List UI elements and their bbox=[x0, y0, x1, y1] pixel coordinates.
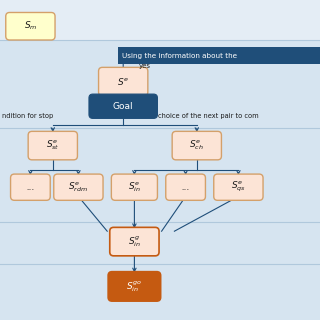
Text: $S^e$: $S^e$ bbox=[117, 76, 129, 87]
Text: ndition for stop: ndition for stop bbox=[2, 113, 53, 119]
Text: choice of the next pair to com: choice of the next pair to com bbox=[158, 113, 259, 119]
Text: $S^e_{ch}$: $S^e_{ch}$ bbox=[189, 139, 204, 152]
Text: ...: ... bbox=[26, 183, 35, 192]
Text: $S^e_{qs}$: $S^e_{qs}$ bbox=[231, 180, 246, 194]
FancyBboxPatch shape bbox=[172, 131, 221, 160]
FancyBboxPatch shape bbox=[54, 174, 103, 200]
FancyBboxPatch shape bbox=[108, 272, 161, 301]
Text: Using the information about the: Using the information about the bbox=[122, 53, 237, 59]
FancyBboxPatch shape bbox=[99, 68, 148, 96]
FancyBboxPatch shape bbox=[214, 174, 263, 200]
Text: $S^{go}_{in}$: $S^{go}_{in}$ bbox=[126, 279, 142, 294]
FancyBboxPatch shape bbox=[0, 0, 320, 40]
Text: $S_m$: $S_m$ bbox=[24, 20, 37, 33]
FancyBboxPatch shape bbox=[28, 131, 77, 160]
Text: $S^g_{in}$: $S^g_{in}$ bbox=[128, 234, 141, 249]
FancyBboxPatch shape bbox=[118, 47, 320, 64]
FancyBboxPatch shape bbox=[111, 174, 157, 200]
Text: $S^e_{in}$: $S^e_{in}$ bbox=[128, 180, 141, 194]
FancyBboxPatch shape bbox=[6, 12, 55, 40]
Text: $S^e_{rdm}$: $S^e_{rdm}$ bbox=[68, 180, 88, 194]
FancyBboxPatch shape bbox=[166, 174, 205, 200]
Text: ...: ... bbox=[181, 183, 190, 192]
FancyBboxPatch shape bbox=[11, 174, 50, 200]
Text: Goal: Goal bbox=[113, 102, 133, 111]
FancyBboxPatch shape bbox=[89, 94, 157, 118]
FancyBboxPatch shape bbox=[110, 228, 159, 256]
Text: yes: yes bbox=[139, 63, 151, 68]
Text: $S^e_{st}$: $S^e_{st}$ bbox=[46, 139, 60, 152]
